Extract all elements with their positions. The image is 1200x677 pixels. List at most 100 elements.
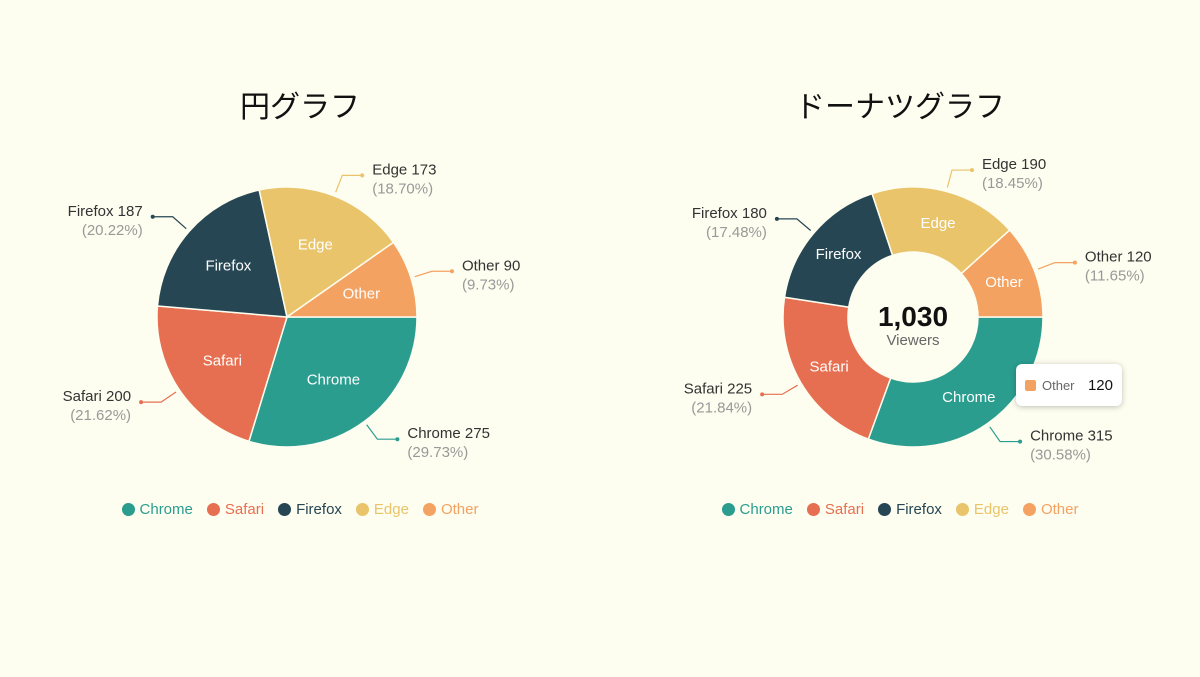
slice-label-other: Other [343, 286, 381, 303]
chart-title: ドーナツグラフ [795, 90, 1005, 125]
legend-label-chrome: Chrome [139, 501, 193, 518]
legend-dot-safari [806, 503, 820, 516]
legend-label-firefox: Firefox [896, 501, 942, 518]
slice-label-firefox: Firefox [205, 258, 251, 275]
chart-legend: Chrome Safari Firefox Edge Other [0, 501, 600, 518]
slice-safari[interactable] [782, 296, 892, 441]
tooltip-swatch [1025, 379, 1036, 391]
percent-label-other: (9.73%) [462, 276, 515, 293]
data-label-edge: Edge 190 [982, 156, 1046, 173]
slice-other[interactable] [960, 229, 1044, 318]
leader-dot-chrome [395, 437, 400, 442]
slice-label-firefox: Firefox [816, 246, 862, 263]
chart-legend: Chrome Safari Firefox Edge Other [600, 501, 1200, 518]
percent-label-safari: (21.62%) [70, 407, 131, 424]
slice-firefox[interactable] [156, 189, 288, 318]
leader-line-other [1037, 262, 1075, 270]
tooltip-value: 120 [1087, 376, 1113, 394]
legend-item-edge[interactable]: Edge [355, 501, 409, 518]
legend-label-safari: Safari [224, 501, 265, 518]
legend-item-other[interactable]: Other [1022, 501, 1079, 518]
legend-label-chrome: Chrome [739, 501, 793, 518]
legend-dot-edge [955, 503, 969, 516]
percent-label-firefox: (20.22%) [82, 222, 143, 239]
leader-dot-edge [360, 173, 365, 178]
legend-dot-chrome [121, 503, 135, 516]
legend-dot-firefox [878, 503, 892, 516]
leader-dot-other [1072, 260, 1077, 265]
slice-label-chrome: Chrome [942, 389, 995, 406]
legend-dot-other [1022, 503, 1036, 516]
legend-item-chrome[interactable]: Chrome [721, 501, 793, 518]
leader-line-edge [946, 169, 972, 188]
legend-dot-edge [355, 503, 369, 516]
leader-dot-firefox [150, 214, 155, 219]
leader-dot-chrome [1018, 439, 1023, 444]
data-label-firefox: Firefox 187 [68, 203, 143, 220]
donut-chart: ドーナツグラフ Chrome Chrome 315 (30.58%) Safari Sa… [600, 0, 1200, 677]
legend-item-firefox[interactable]: Firefox [278, 501, 342, 518]
legend-label-other: Other [440, 501, 479, 518]
leader-line-firefox [152, 216, 187, 230]
data-label-safari: Safari 200 [63, 388, 131, 405]
percent-label-chrome: (29.73%) [407, 444, 468, 461]
legend-label-firefox: Firefox [296, 501, 342, 518]
leader-dot-safari [139, 400, 144, 405]
slice-firefox[interactable] [783, 192, 894, 308]
data-label-safari: Safari 225 [684, 380, 752, 397]
chart-title: 円グラフ [240, 90, 360, 125]
slice-edge[interactable] [258, 186, 395, 319]
donut-chart-plot: Chrome Chrome 315 (30.58%) Safari Safari 225… [684, 156, 1152, 464]
data-label-other: Other 90 [462, 257, 520, 274]
legend-item-edge[interactable]: Edge [955, 501, 1009, 518]
pie-chart: 円グラフ Chrome Chrome 275 (29.73%) Safari Safar… [0, 90, 600, 518]
legend-item-chrome[interactable]: Chrome [121, 501, 193, 518]
percent-label-edge: (18.45%) [982, 175, 1043, 192]
slice-label-chrome: Chrome [307, 372, 360, 389]
slice-label-other: Other [985, 274, 1023, 291]
leader-dot-firefox [774, 216, 779, 221]
data-label-chrome: Chrome 275 [407, 425, 490, 442]
leader-line-chrome [989, 426, 1021, 443]
center-label: Viewers [886, 332, 939, 349]
leader-line-firefox [776, 218, 812, 231]
legend-label-other: Other [1040, 501, 1079, 518]
data-label-chrome: Chrome 315 [1030, 428, 1113, 445]
legend-dot-firefox [278, 503, 292, 516]
slice-label-safari: Safari [809, 359, 848, 376]
leader-dot-edge [969, 168, 974, 173]
leader-dot-other [449, 269, 454, 274]
percent-label-other: (11.65%) [1085, 268, 1145, 285]
tooltip: Other 120 [1016, 364, 1122, 406]
legend-label-edge: Edge [973, 501, 1009, 518]
legend-item-safari[interactable]: Safari [206, 501, 265, 518]
leader-line-safari [762, 384, 798, 395]
legend-item-safari[interactable]: Safari [806, 501, 865, 518]
percent-label-firefox: (17.48%) [706, 224, 767, 241]
pie-chart-plot: Chrome Chrome 275 (29.73%) Safari Safari 200… [63, 161, 521, 461]
data-label-edge: Edge 173 [372, 161, 436, 178]
legend-label-edge: Edge [373, 501, 409, 518]
slice-label-safari: Safari [203, 353, 242, 370]
leader-line-safari [141, 391, 177, 403]
tooltip-series-name: Other [1042, 377, 1075, 393]
slice-label-edge: Edge [298, 236, 333, 253]
slice-other[interactable] [284, 241, 418, 318]
legend-dot-other [422, 503, 436, 516]
leader-line-chrome [366, 424, 398, 440]
legend-dot-safari [206, 503, 220, 516]
percent-label-safari: (21.84%) [691, 399, 752, 416]
legend-label-safari: Safari [824, 501, 865, 518]
slice-safari[interactable] [156, 305, 288, 443]
percent-label-chrome: (30.58%) [1030, 447, 1091, 464]
percent-label-edge: (18.70%) [372, 180, 433, 197]
slice-label-edge: Edge [920, 215, 955, 232]
data-label-other: Other 120 [1085, 249, 1152, 266]
leader-dot-safari [760, 392, 765, 397]
leader-line-edge [335, 174, 363, 193]
leader-line-other [414, 270, 452, 278]
slice-chrome[interactable] [247, 316, 418, 448]
legend-item-firefox[interactable]: Firefox [878, 501, 942, 518]
legend-item-other[interactable]: Other [422, 501, 479, 518]
data-label-firefox: Firefox 180 [692, 205, 767, 222]
